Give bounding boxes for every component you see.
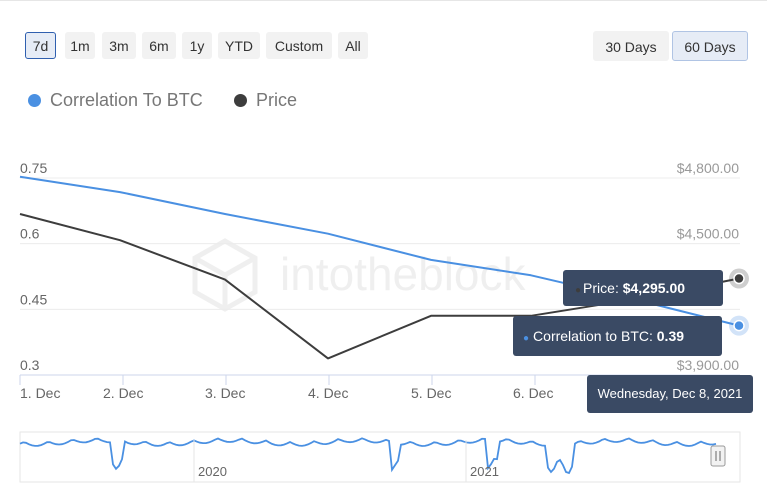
navigator-series-line — [19, 437, 717, 475]
correlation-tooltip-label: Correlation to BTC: — [533, 328, 657, 344]
y-left-tick-3: 0.75 — [20, 160, 47, 176]
y-right-tick-0: $3,900.00 — [677, 357, 739, 373]
navigator-year-label-1: 2021 — [470, 464, 499, 479]
y-left-tick-1: 0.45 — [20, 291, 47, 307]
correlation-tooltip-marker: ● — [523, 333, 530, 344]
navigator-year-label-0: 2020 — [198, 464, 227, 479]
legend-item-correlation[interactable]: Correlation To BTC — [28, 89, 203, 111]
series-0-point-7[interactable] — [733, 319, 745, 332]
range-button-3[interactable]: 6m — [142, 32, 176, 59]
correlation-tooltip-value: 0.39 — [656, 328, 685, 344]
price-tooltip-label: Price: — [583, 280, 623, 296]
date-tooltip: Wednesday, Dec 8, 2021 — [587, 375, 753, 413]
x-tick-label-0: 1. Dec — [20, 385, 60, 401]
correlation-tooltip: ● Correlation to BTC: 0.39 — [513, 316, 722, 356]
range-button-4[interactable]: 1y — [182, 32, 212, 59]
x-tick-label-3: 4. Dec — [308, 385, 348, 401]
legend-label-price: Price — [256, 90, 298, 110]
y-right-tick-1: $4,500.00 — [677, 226, 739, 242]
range-button-5[interactable]: YTD — [218, 32, 260, 59]
y-left-tick-0: 0.3 — [20, 357, 40, 373]
range-button-7[interactable]: All — [338, 32, 368, 59]
series-1-point-7[interactable] — [733, 272, 745, 285]
range-button-2[interactable]: 3m — [102, 32, 136, 59]
legend-label-correlation: Correlation To BTC — [50, 90, 203, 110]
watermark: intotheblock — [192, 238, 526, 312]
legend-dot-price — [234, 94, 247, 107]
x-tick-label-2: 3. Dec — [205, 385, 245, 401]
x-tick-label-5: 6. Dec — [513, 385, 553, 401]
navigator[interactable]: 2020 2021 — [19, 431, 741, 483]
watermark-text: intotheblock — [280, 248, 526, 300]
navigator-handle[interactable] — [710, 445, 726, 467]
range-button-6[interactable]: Custom — [266, 32, 332, 59]
y-left-tick-2: 0.6 — [20, 226, 40, 242]
legend-dot-correlation — [28, 94, 41, 107]
x-tick-label-1: 2. Dec — [103, 385, 143, 401]
range-button-1[interactable]: 1m — [65, 32, 95, 59]
y-right-tick-2: $4,800.00 — [677, 160, 739, 176]
price-tooltip-marker: ● — [575, 285, 582, 296]
days-button-0[interactable]: 30 Days — [593, 31, 669, 61]
days-button-1[interactable]: 60 Days — [672, 31, 748, 61]
x-tick-label-4: 5. Dec — [411, 385, 451, 401]
range-button-0[interactable]: 7d — [25, 32, 56, 59]
price-tooltip: ● Price: $4,295.00 — [563, 270, 723, 306]
price-tooltip-value: $4,295.00 — [622, 280, 686, 296]
navigator-frame — [19, 431, 741, 483]
legend-item-price[interactable]: Price — [234, 89, 297, 111]
